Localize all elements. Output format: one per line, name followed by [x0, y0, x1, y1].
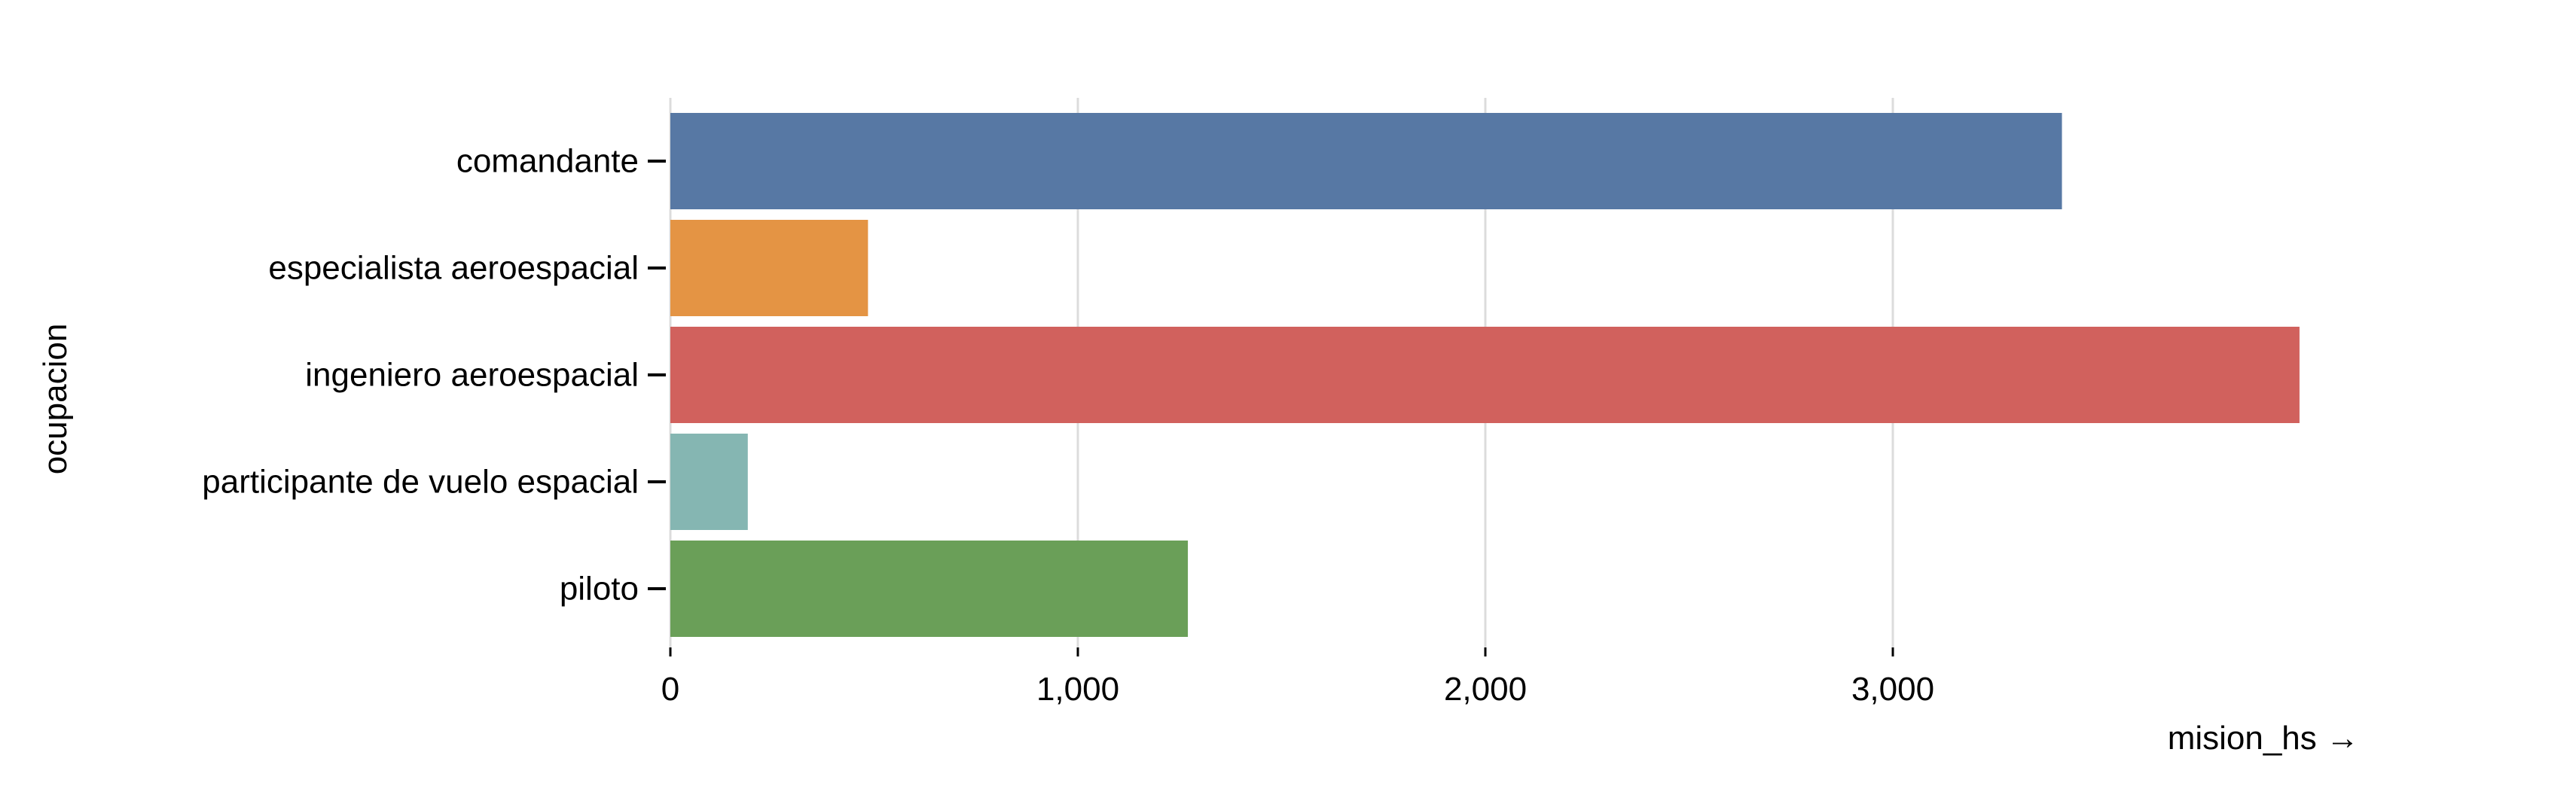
bar-piloto	[670, 541, 1189, 637]
bar-comandante	[670, 113, 2062, 209]
x-axis-title: mision_hs →	[2168, 720, 2359, 757]
x-tick-label: 2,000	[1444, 671, 1527, 708]
bar-ingeniero-aeroespacial	[670, 327, 2300, 423]
x-tick-label: 0	[661, 671, 679, 708]
bars-layer	[670, 113, 2300, 637]
x-tick-label: 3,000	[1851, 671, 1934, 708]
y-tick-label: participante de vuelo espacial	[202, 464, 639, 501]
x-axis: 0 1,000 2,000 3,000	[661, 647, 1934, 708]
y-axis-title: ocupacion	[37, 324, 74, 475]
y-tick-label: ingeniero aeroespacial	[305, 357, 639, 394]
y-tick-label: comandante	[456, 143, 639, 180]
x-tick-label: 1,000	[1036, 671, 1119, 708]
y-axis: comandante especialista aeroespacial ingen…	[202, 143, 666, 608]
bar-especialista-aeroespacial	[670, 220, 868, 316]
y-tick-label: piloto	[560, 571, 639, 608]
y-tick-label: especialista aeroespacial	[268, 250, 639, 287]
bar-participante-de-vuelo-espacial	[670, 434, 748, 530]
